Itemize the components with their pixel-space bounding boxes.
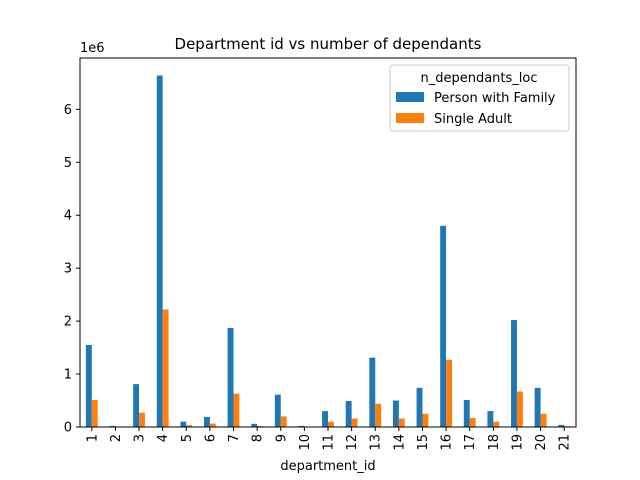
legend-label-single-adult: Single Adult (434, 112, 512, 127)
bar-person-with-family-5 (180, 421, 187, 427)
x-tick-label-3: 3 (133, 434, 148, 442)
bar-person-with-family-21 (558, 424, 565, 427)
bars-group (85, 75, 571, 428)
chart-title: Department id vs number of dependants (175, 35, 482, 53)
x-axis-label: department_id (280, 459, 375, 474)
x-tick-label-8: 8 (251, 434, 266, 442)
bar-person-with-family-2 (109, 425, 116, 427)
bar-single-adult-16 (446, 359, 452, 427)
bar-single-adult-5 (186, 425, 193, 427)
bar-single-adult-19 (516, 391, 523, 427)
bar-single-adult-18 (493, 421, 500, 427)
x-tick-label-18: 18 (487, 434, 502, 451)
x-tick-label-7: 7 (227, 434, 242, 442)
y-tick-label-6: 6 (64, 103, 72, 118)
bar-single-adult-13 (375, 403, 382, 427)
y-tick-label-1: 1 (64, 368, 72, 383)
x-tick-label-11: 11 (322, 434, 337, 451)
bar-person-with-family-17 (463, 400, 470, 427)
bar-person-with-family-18 (487, 411, 494, 427)
x-axis-ticks: 1 2 3 4 5 6 7 8 9 10 11 12 13 14 15 16 17 18 19 20 21 (85, 427, 573, 451)
y-axis-ticks: 0 1 2 3 4 5 6 (64, 103, 80, 436)
bar-person-with-family-8 (251, 423, 258, 427)
bar-person-with-family-11 (322, 411, 328, 427)
x-tick-label-13: 13 (369, 434, 384, 451)
bar-single-adult-14 (398, 418, 405, 427)
bar-person-with-family-15 (416, 387, 423, 427)
bar-single-adult-15 (422, 413, 429, 427)
legend-title: n_dependants_loc (420, 71, 537, 86)
bar-single-adult-8 (257, 425, 264, 427)
bar-person-with-family-9 (274, 394, 281, 427)
bar-single-adult-3 (139, 412, 145, 427)
x-tick-label-2: 2 (109, 434, 124, 442)
x-tick-label-12: 12 (345, 434, 360, 451)
x-tick-label-4: 4 (156, 434, 171, 442)
y-axis-offset-label: 1e6 (80, 41, 105, 56)
bar-person-with-family-3 (133, 384, 140, 427)
y-tick-label-2: 2 (64, 315, 72, 330)
x-tick-label-16: 16 (440, 434, 455, 451)
x-tick-label-14: 14 (392, 434, 407, 451)
bar-person-with-family-1 (85, 344, 92, 427)
x-tick-label-5: 5 (180, 434, 195, 442)
bar-person-with-family-12 (345, 401, 352, 427)
x-tick-label-20: 20 (534, 434, 549, 451)
legend-box (389, 64, 570, 132)
x-tick-label-19: 19 (510, 434, 525, 451)
legend-swatch-single-adult (396, 113, 424, 123)
x-tick-label-6: 6 (203, 434, 218, 442)
legend: n_dependants_loc Person with Family Sing… (389, 64, 570, 132)
bar-person-with-family-14 (392, 400, 399, 427)
y-tick-label-0: 0 (64, 421, 72, 436)
bar-single-adult-6 (209, 423, 216, 427)
x-tick-label-1: 1 (85, 434, 100, 442)
x-tick-label-10: 10 (298, 434, 313, 451)
bar-person-with-family-16 (440, 225, 447, 427)
bar-person-with-family-20 (534, 387, 541, 427)
legend-label-person-with-family: Person with Family (434, 91, 556, 106)
bar-person-with-family-7 (227, 328, 234, 427)
legend-swatch-person-with-family (396, 92, 424, 102)
bar-person-with-family-6 (204, 416, 210, 427)
bar-single-adult-4 (162, 309, 169, 427)
bar-person-with-family-4 (156, 75, 163, 428)
bar-single-adult-12 (351, 418, 358, 427)
bar-person-with-family-19 (511, 320, 517, 427)
bar-person-with-family-13 (369, 357, 376, 427)
x-tick-label-17: 17 (463, 434, 478, 451)
x-tick-label-9: 9 (274, 434, 289, 442)
bar-single-adult-7 (233, 393, 240, 427)
plot-frame (79, 57, 577, 428)
bar-single-adult-11 (328, 421, 334, 427)
bar-person-with-family-10 (298, 425, 305, 427)
y-tick-label-3: 3 (64, 262, 72, 277)
bar-single-adult-9 (280, 416, 287, 427)
y-tick-label-5: 5 (64, 156, 72, 171)
bar-single-adult-17 (469, 418, 476, 427)
x-tick-label-15: 15 (416, 434, 431, 451)
y-tick-label-4: 4 (64, 209, 72, 224)
bar-single-adult-20 (540, 413, 547, 427)
x-tick-label-21: 21 (558, 434, 573, 451)
bar-single-adult-1 (91, 400, 98, 427)
